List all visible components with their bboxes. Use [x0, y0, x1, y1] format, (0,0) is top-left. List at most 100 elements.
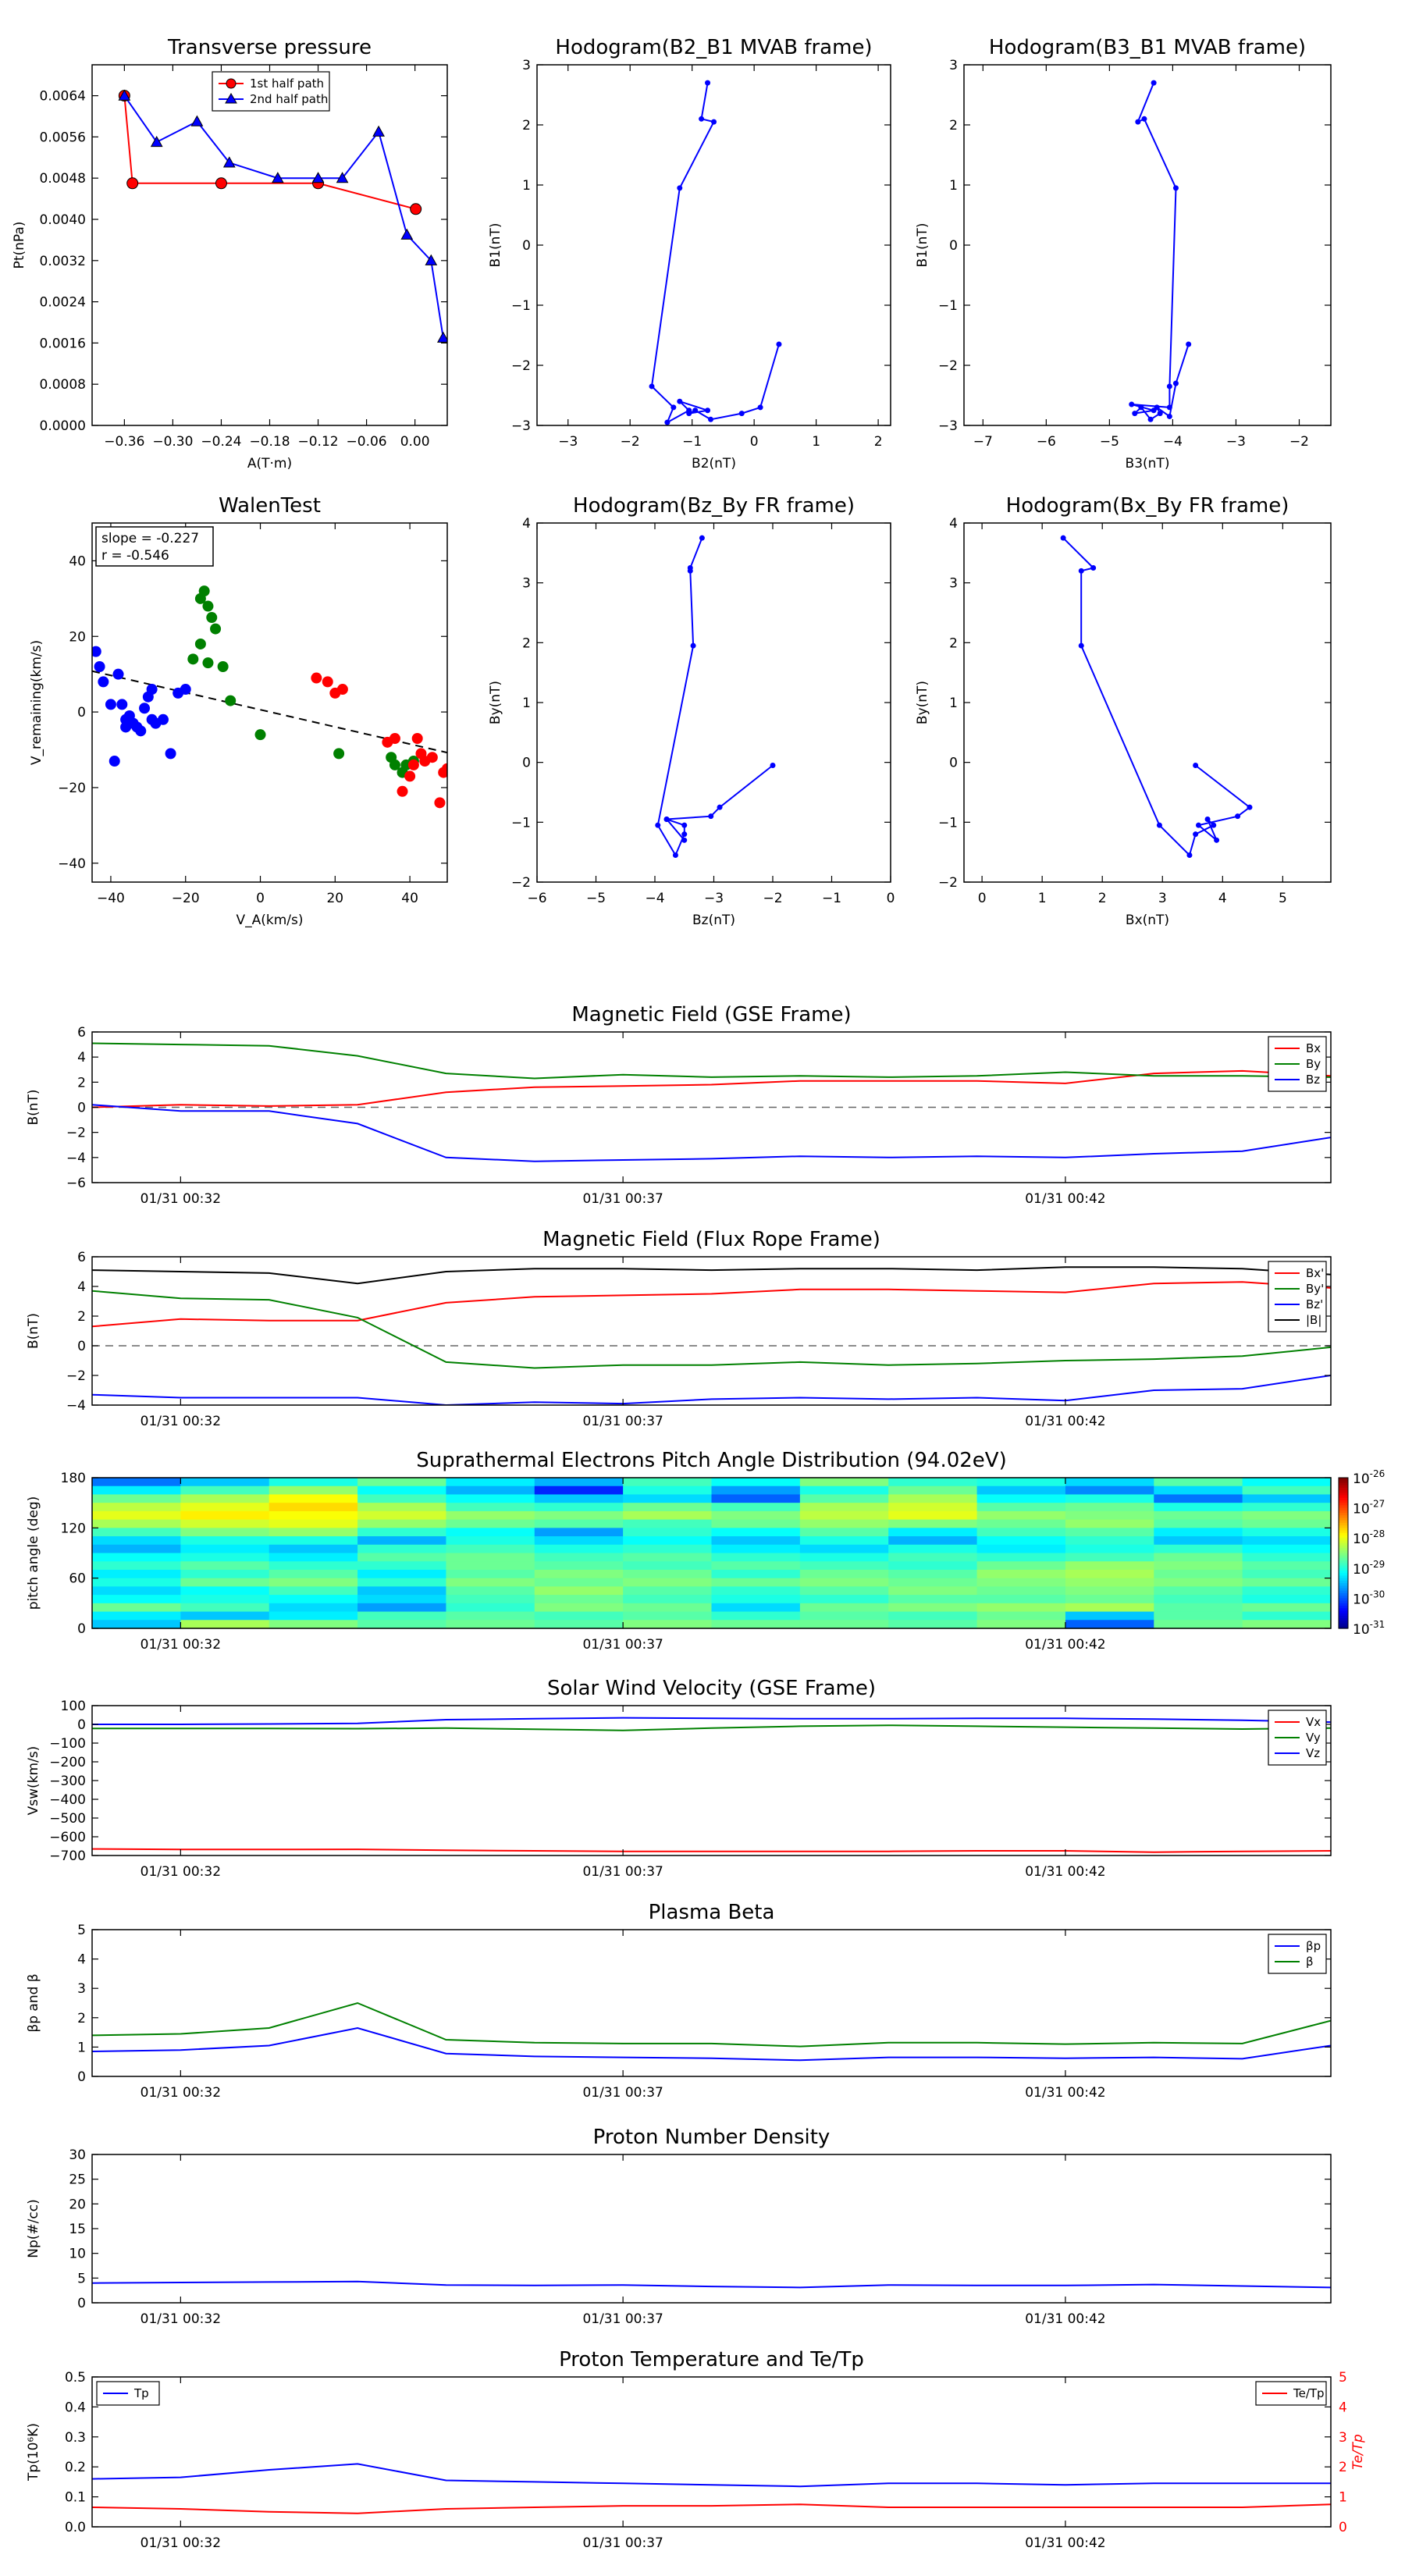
heatmap-cell: [180, 1519, 270, 1528]
heatmap-cell: [888, 1510, 978, 1521]
y-tick-label: 2: [522, 118, 531, 133]
colorbar-segment: [1339, 1598, 1348, 1602]
plot-frame: [91, 522, 448, 883]
legend-marker: [225, 93, 237, 104]
heatmap-cell: [180, 1478, 270, 1487]
heatmap-cell: [1154, 1611, 1243, 1621]
heatmap-cell: [1065, 1569, 1154, 1579]
heatmap-cell: [623, 1620, 713, 1629]
hodogram-point: [1156, 822, 1162, 828]
heatmap-cell: [357, 1603, 447, 1613]
plot-frame: [536, 64, 891, 426]
heatmap-cell: [799, 1553, 889, 1562]
walen-point-blue: [112, 668, 124, 680]
hodogram-point: [776, 341, 782, 347]
heatmap-cell: [888, 1494, 978, 1503]
x-tick-label: −3: [704, 891, 724, 906]
heatmap-cell: [1065, 1485, 1154, 1496]
chart-title: Magnetic Field (GSE Frame): [571, 1003, 851, 1026]
heatmap-cell: [357, 1553, 447, 1562]
x-tick-label: −4: [1163, 434, 1183, 450]
y-tick-label: 0: [77, 1339, 86, 1354]
y-tick-label: −2: [938, 358, 958, 374]
x-axis-label: A(T·m): [247, 456, 292, 471]
y-tick-label: 60: [69, 1571, 86, 1587]
heatmap-cell: [446, 1561, 535, 1571]
colorbar-segment: [1339, 1560, 1348, 1564]
heatmap-cell: [357, 1578, 447, 1587]
hodogram-point: [677, 185, 683, 191]
colorbar-segment: [1339, 1530, 1348, 1534]
y-tick-label: 0.5: [65, 2370, 86, 2386]
colorbar-segment: [1339, 1625, 1348, 1629]
heatmap-cell: [976, 1510, 1066, 1521]
colorbar-segment: [1339, 1540, 1348, 1544]
colorbar-segment: [1339, 1606, 1348, 1609]
walen-point-red: [389, 733, 400, 744]
walen-point-blue: [120, 713, 132, 725]
heatmap-cell: [711, 1536, 801, 1546]
heatmap-cell: [269, 1544, 358, 1554]
walen-point-blue: [180, 684, 191, 696]
heatmap-cell: [446, 1603, 535, 1613]
colorbar-segment: [1339, 1578, 1348, 1582]
hodogram-point: [692, 407, 699, 414]
heatmap-cell: [888, 1485, 978, 1496]
heatmap-cell: [446, 1620, 535, 1629]
hodogram-point: [1214, 837, 1220, 843]
y-axis-label: B(nT): [26, 1089, 41, 1125]
heatmap-cell: [799, 1603, 889, 1613]
colorbar-segment: [1339, 1535, 1348, 1539]
legend-label: Vy: [1306, 1731, 1321, 1745]
y-tick-label: −1: [938, 815, 958, 831]
heatmap-cell: [92, 1510, 181, 1521]
y-tick-label: 0.2: [65, 2460, 86, 2475]
colorbar-segment: [1339, 1615, 1348, 1619]
heatmap-cell: [269, 1595, 358, 1604]
y-tick-label: −3: [938, 418, 958, 434]
chart-title: Proton Temperature and Te/Tp: [559, 2348, 864, 2371]
x-axis-label: B2(nT): [692, 456, 736, 471]
heatmap-cell: [92, 1544, 181, 1554]
colorbar-segment: [1339, 1525, 1348, 1528]
colorbar-segment: [1339, 1608, 1348, 1612]
heatmap-cell: [976, 1544, 1066, 1554]
x-tick-label: 01/31 00:42: [1025, 1414, 1105, 1429]
heatmap-cell: [1065, 1494, 1154, 1503]
heatmap-cell: [446, 1544, 535, 1554]
walen-point-green: [194, 592, 206, 604]
heatmap-cell: [799, 1620, 889, 1629]
colorbar-segment: [1339, 1542, 1348, 1546]
heatmap-cell: [92, 1478, 181, 1487]
colorbar-segment: [1339, 1571, 1348, 1574]
y-tick-label: 0.0016: [40, 336, 86, 351]
heatmap-cell: [711, 1485, 801, 1496]
hodogram-point: [1060, 535, 1066, 541]
chart-title: Hodogram(B2_B1 MVAB frame): [555, 36, 872, 59]
y-tick-label: 10: [69, 2247, 86, 2262]
colorbar-segment: [1339, 1507, 1348, 1511]
colorbar-segment: [1339, 1613, 1348, 1617]
hodogram-point: [1129, 401, 1135, 407]
heatmap-cell: [888, 1478, 978, 1487]
walen-point-green: [194, 638, 206, 649]
x-axis-label: Bz(nT): [692, 913, 735, 928]
x-tick-label: 01/31 00:37: [582, 1191, 663, 1207]
colorbar-segment: [1339, 1528, 1348, 1532]
legend-label: Bz': [1306, 1297, 1323, 1311]
colorbar-segment: [1339, 1487, 1348, 1491]
heatmap-cell: [711, 1519, 801, 1528]
series-line-Tp: [92, 2463, 1331, 2488]
heatmap-cell: [1154, 1553, 1243, 1562]
y-tick-label: 1: [522, 696, 531, 711]
chart-tp: Proton Temperature and Te/Tp 01/31 00:32 0…: [26, 2348, 1366, 2551]
heatmap-cell: [888, 1586, 978, 1596]
heatmap-cell: [1242, 1569, 1332, 1579]
colorbar-segment: [1339, 1557, 1348, 1561]
colorbar-segment: [1339, 1480, 1348, 1484]
y-tick-label: −2: [938, 875, 958, 891]
heatmap-cell: [888, 1569, 978, 1579]
y-tick-label: 2: [77, 2011, 86, 2026]
heatmap-cell: [180, 1510, 270, 1521]
heatmap-cell: [623, 1578, 713, 1587]
